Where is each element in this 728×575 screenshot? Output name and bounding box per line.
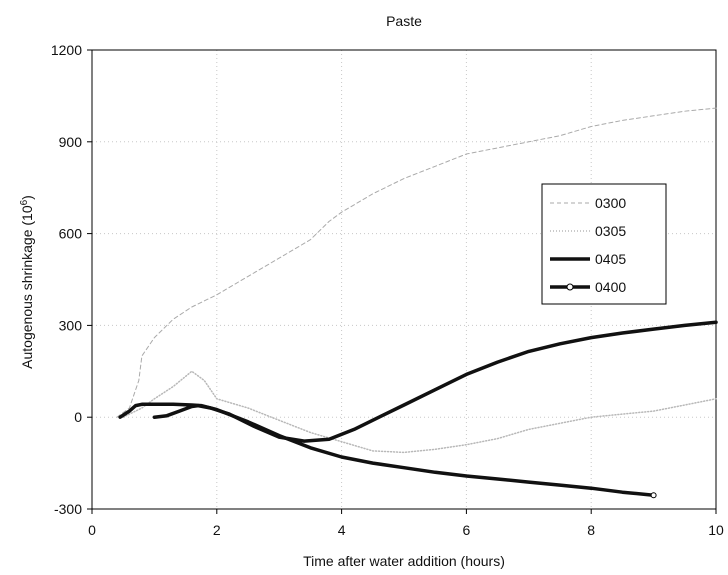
y-tick-label: 300 — [59, 317, 83, 333]
series-end-marker-0400 — [650, 492, 657, 499]
legend-marker-0400 — [566, 283, 574, 291]
y-axis-title: Autogenous shrinkage (106) — [19, 195, 36, 369]
x-tick-label: 0 — [88, 522, 96, 538]
plot-area — [91, 49, 717, 510]
x-tick-label: 8 — [587, 522, 595, 538]
y-axis-title-exponent: 6 — [19, 199, 30, 205]
y-tick-label: 0 — [74, 409, 82, 425]
legend-label-0300: 0300 — [595, 195, 626, 211]
x-axis-title: Time after water addition (hours) — [303, 553, 505, 569]
series-line-0400 — [118, 402, 656, 497]
x-tick-label: 2 — [213, 522, 221, 538]
series-lines — [116, 107, 718, 499]
y-axis-title-main: Autogenous shrinkage (10 — [19, 205, 35, 369]
y-axis-title-tail: ) — [19, 195, 35, 200]
y-tick-label: 600 — [59, 226, 83, 242]
series-line-0405 — [152, 320, 718, 443]
y-tick-label: 900 — [59, 134, 83, 150]
x-tick-label: 4 — [338, 522, 346, 538]
legend-label-0405: 0405 — [595, 251, 626, 267]
legend: 0300 0305 0405 0400 — [541, 183, 667, 305]
y-tick-label: 1200 — [51, 42, 82, 58]
legend-label-0400: 0400 — [595, 279, 626, 295]
series-line-0300 — [116, 107, 717, 418]
legend-label-0305: 0305 — [595, 223, 626, 239]
chart-title: Paste — [386, 13, 422, 29]
legend-box — [541, 183, 667, 305]
x-tick-label: 10 — [708, 522, 724, 538]
series-line-0305 — [122, 370, 717, 454]
y-tick-label: -300 — [54, 501, 82, 517]
x-tick-label: 6 — [463, 522, 471, 538]
